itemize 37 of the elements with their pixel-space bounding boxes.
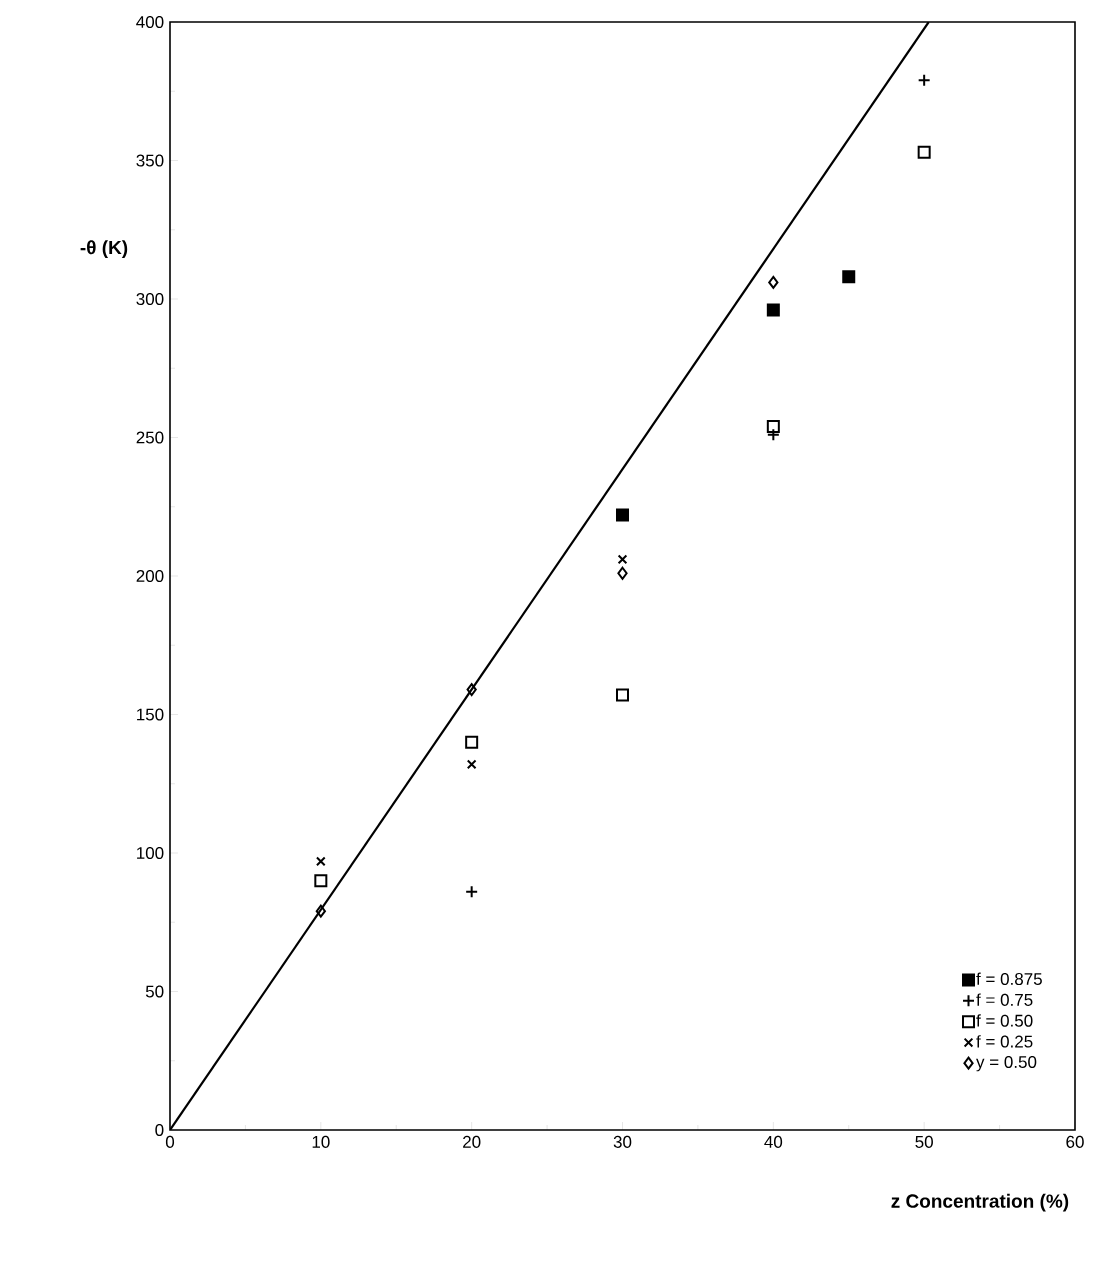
point xyxy=(466,759,477,770)
x-tick-label: 60 xyxy=(1066,1135,1084,1148)
x-tick-label: 40 xyxy=(764,1135,783,1148)
y-tick-label: 200 xyxy=(136,569,164,583)
point xyxy=(616,688,629,702)
point xyxy=(917,145,931,159)
point xyxy=(768,275,779,289)
x-tick-label: 0 xyxy=(165,1135,175,1148)
point xyxy=(315,904,326,918)
x-tick-label: 30 xyxy=(613,1135,632,1148)
point xyxy=(766,303,780,317)
point xyxy=(466,683,477,697)
y-axis-title: -θ (K) xyxy=(80,240,128,259)
point xyxy=(617,566,628,580)
y-tick-label: 250 xyxy=(136,431,164,444)
y-tick-label: 300 xyxy=(136,293,164,306)
legend-label: f = 0.875 xyxy=(976,972,1042,986)
point xyxy=(616,508,629,522)
x-axis-title: z Concentration (%) xyxy=(891,1193,1069,1212)
y-tick-label: 150 xyxy=(137,708,164,721)
point xyxy=(842,270,856,284)
legend-label: y = 0.50 xyxy=(976,1055,1037,1072)
x-tick-label: 20 xyxy=(463,1135,481,1148)
x-tick-label: 10 xyxy=(312,1135,330,1148)
y-tick-label: 50 xyxy=(145,985,164,998)
point xyxy=(314,874,328,888)
point xyxy=(465,735,479,749)
y-tick-label: 0 xyxy=(155,1123,164,1137)
y-tick-label: 350 xyxy=(136,154,164,167)
point xyxy=(617,554,628,565)
legend-label: f = 0.75 xyxy=(976,993,1033,1006)
y-tick-label: 400 xyxy=(136,16,164,29)
legend-label: f = 0.50 xyxy=(976,1014,1033,1027)
y-tick-label: 100 xyxy=(137,846,164,860)
x-tick-label: 50 xyxy=(915,1135,933,1148)
point xyxy=(315,856,326,867)
legend-label: f = 0.25 xyxy=(976,1035,1033,1048)
